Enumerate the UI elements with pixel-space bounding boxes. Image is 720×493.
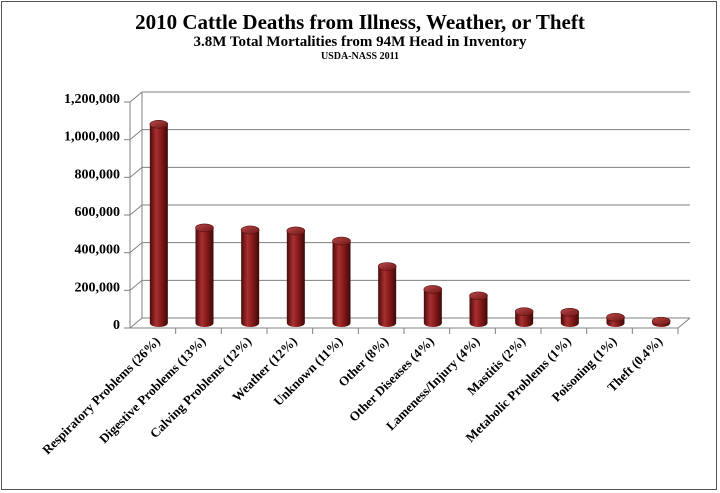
bar [149, 120, 169, 327]
bar-cap [332, 236, 351, 246]
bar-cap [195, 223, 214, 233]
bar [332, 236, 351, 327]
bar-cap [606, 313, 625, 322]
gridline-side [129, 317, 143, 329]
chart-subtitle: 3.8M Total Mortalities from 94M Head in … [193, 34, 527, 50]
gridlines [124, 91, 691, 334]
bar-cap [423, 285, 443, 294]
bar [469, 291, 488, 327]
bar-body [241, 229, 260, 327]
bar [651, 316, 671, 327]
bar-cap [560, 307, 580, 317]
gridline-side [129, 204, 143, 216]
gridline-side [129, 242, 143, 254]
chart-title: 2010 Cattle Deaths from Illness, Weather… [135, 10, 585, 34]
bar [377, 262, 397, 327]
chart-source: USDA-NASS 2011 [320, 51, 400, 62]
y-tick-label: 600,000 [75, 205, 121, 220]
bar [560, 307, 580, 327]
bar [423, 285, 443, 327]
chart-titles: 2010 Cattle Deaths from Illness, Weather… [2, 10, 718, 63]
y-tick-label: 400,000 [75, 243, 121, 258]
floor-right-edge [677, 317, 691, 329]
y-tick-label: 0 [113, 318, 120, 333]
bar-cap [514, 307, 534, 317]
bar [195, 223, 214, 327]
x-axis-labels: Respiratory Problems (26%)Digestive Prob… [39, 334, 665, 458]
bar-cap [651, 316, 671, 326]
bars [149, 120, 671, 327]
bar [286, 226, 306, 327]
bar [514, 307, 534, 327]
gridline-side [129, 129, 143, 141]
y-axis-ticks: 0 200,000 400,000 600,000 800,000 1,000,000 1,… [64, 92, 120, 333]
bar-cap [240, 225, 260, 235]
bar-body [195, 227, 214, 327]
bar-body [332, 241, 351, 327]
y-tick-label: 200,000 [75, 280, 121, 295]
gridline-side [129, 91, 143, 103]
y-tick-label: 1,200,000 [64, 92, 120, 107]
y-tick-label: 800,000 [75, 167, 121, 182]
bar [240, 225, 260, 327]
gridline-side [129, 166, 143, 178]
bar-cap [149, 120, 169, 129]
x-category-label: Other Diseases (4%) [346, 334, 437, 425]
bar-body [515, 311, 534, 327]
bar-cap [469, 291, 488, 301]
gridline-side [129, 279, 143, 291]
bar-cap [286, 226, 306, 236]
bar-cap [377, 262, 397, 271]
bar-body [149, 124, 168, 327]
bar-body [286, 230, 305, 327]
bar-body [469, 295, 488, 327]
bar-body [378, 266, 397, 327]
bar-body [423, 289, 442, 327]
bar [606, 313, 625, 327]
y-tick-label: 1,000,000 [64, 130, 120, 145]
